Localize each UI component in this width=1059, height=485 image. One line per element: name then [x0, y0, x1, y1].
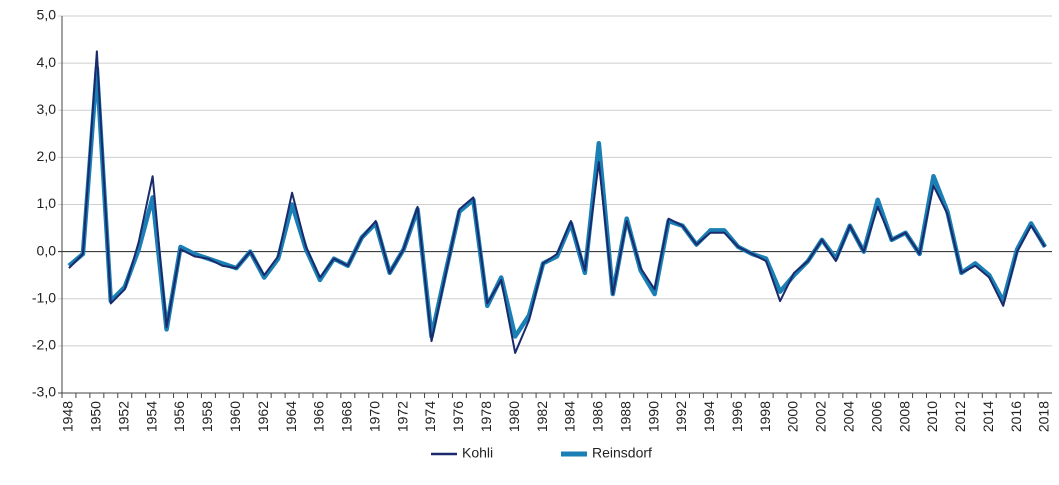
x-tick-label: 1948: [60, 401, 76, 432]
x-tick-label: 1974: [422, 401, 438, 432]
x-tick-label: 1950: [88, 401, 104, 432]
x-tick-label: 1978: [478, 401, 494, 432]
x-tick-label: 1982: [534, 401, 550, 432]
y-tick-label: 1,0: [37, 195, 57, 211]
series-line: [67, 65, 1047, 339]
x-tick-label: 2014: [980, 401, 996, 432]
x-tick-label: 2004: [841, 401, 857, 432]
legend-label: Reinsdorf: [592, 445, 652, 461]
x-tick-label: 1954: [143, 401, 159, 432]
x-tick-label: 1980: [506, 401, 522, 432]
x-tick-label: 2006: [868, 401, 884, 432]
y-tick-label: -3,0: [32, 384, 56, 400]
x-tick-label: 1986: [590, 401, 606, 432]
y-tick-label: 0,0: [37, 242, 57, 258]
x-tick-label: 1972: [394, 401, 410, 432]
x-tick-label: 2002: [813, 401, 829, 432]
x-tick-label: 1970: [366, 401, 382, 432]
x-tick-label: 1958: [199, 401, 215, 432]
y-tick-label: 3,0: [37, 101, 57, 117]
x-tick-label: 1960: [227, 401, 243, 432]
x-tick-label: 2008: [896, 401, 912, 432]
x-tick-label: 2000: [785, 401, 801, 432]
x-tick-label: 1988: [617, 401, 633, 432]
x-tick-label: 1968: [339, 401, 355, 432]
y-tick-label: 4,0: [37, 54, 57, 70]
x-tick-label: 1966: [311, 401, 327, 432]
x-tick-label: 1976: [450, 401, 466, 432]
x-tick-label: 1962: [255, 401, 271, 432]
x-tick-label: 2010: [924, 401, 940, 432]
x-tick-label: 1952: [115, 401, 131, 432]
series-line: [68, 50, 1046, 354]
y-tick-label: 2,0: [37, 148, 57, 164]
x-tick-label: 1964: [283, 401, 299, 432]
x-tick-label: 2016: [1008, 401, 1024, 432]
x-tick-label: 1984: [562, 401, 578, 432]
x-tick-label: 1996: [729, 401, 745, 432]
y-tick-label: -1,0: [32, 289, 56, 305]
x-tick-label: 2018: [1036, 401, 1052, 432]
x-tick-label: 1992: [673, 401, 689, 432]
x-tick-label: 1998: [757, 401, 773, 432]
y-tick-label: -2,0: [32, 337, 56, 353]
y-tick-label: 5,0: [37, 7, 57, 23]
legend-label: Kohli: [462, 445, 493, 461]
x-tick-label: 1994: [701, 401, 717, 432]
x-tick-label: 2012: [952, 401, 968, 432]
x-tick-label: 1956: [171, 401, 187, 432]
x-tick-label: 1990: [645, 401, 661, 432]
